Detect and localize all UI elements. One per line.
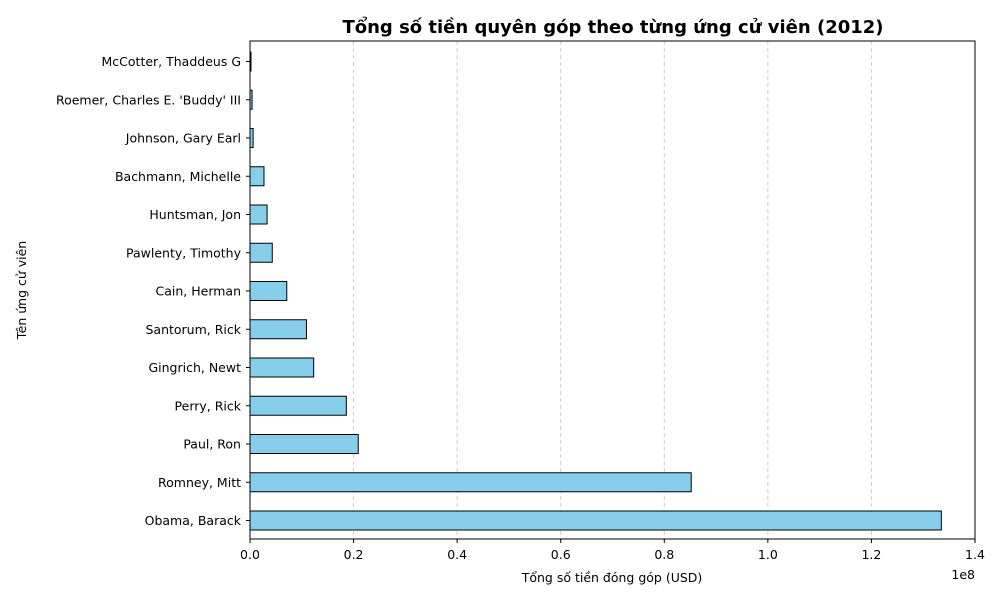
- bars-layer: [249, 51, 942, 531]
- bar: [249, 281, 288, 301]
- y-tick-label: Bachmann, Michelle: [115, 169, 241, 184]
- y-tick-label: Perry, Rick: [175, 398, 242, 413]
- bar: [249, 395, 347, 416]
- y-tick-label: Obama, Barack: [145, 513, 242, 528]
- y-tick-label: Johnson, Gary Earl: [125, 131, 241, 146]
- bar: [249, 204, 268, 225]
- chart-title: Tổng số tiền quyên góp theo từng ứng cử …: [342, 16, 883, 38]
- y-axis: Obama, Barack Romney, Mitt Paul, Ron Perry,…: [56, 54, 250, 528]
- x-tick-label: 0.6: [551, 547, 571, 562]
- y-tick-label: Cain, Herman: [156, 284, 242, 299]
- y-tick-label: Huntsman, Jon: [149, 207, 241, 222]
- y-tick-label: McCotter, Thaddeus G: [102, 54, 241, 69]
- x-axis-scale-label: 1e8: [951, 567, 975, 582]
- x-tick-label: 0.4: [447, 547, 467, 562]
- bar: [249, 510, 942, 531]
- y-tick-label: Santorum, Rick: [145, 322, 241, 337]
- y-axis-label: Tên ứng cử viên: [14, 241, 29, 340]
- bar: [249, 242, 273, 263]
- x-axis-label: Tổng số tiền đóng góp (USD): [521, 570, 703, 585]
- y-tick-label: Paul, Ron: [183, 437, 241, 452]
- x-tick-label: 1.2: [861, 547, 881, 562]
- bar: [249, 472, 692, 493]
- plot-frame: [249, 40, 976, 540]
- grid-layer: [353, 41, 872, 539]
- y-tick-label: Roemer, Charles E. 'Buddy' III: [56, 92, 241, 107]
- x-tick-label: 0.0: [240, 547, 260, 562]
- bar: [249, 357, 315, 378]
- x-tick-label: 1.4: [965, 547, 985, 562]
- y-tick-label: Gingrich, Newt: [148, 360, 241, 375]
- y-tick-label: Pawlenty, Timothy: [126, 245, 242, 260]
- bar: [249, 434, 359, 454]
- x-axis: 0.0 0.2 0.4 0.6 0.8 1.0 1.2 1.4: [240, 539, 985, 562]
- y-tick-label: Romney, Mitt: [158, 475, 241, 490]
- bar: [249, 319, 307, 340]
- x-tick-label: 0.2: [344, 547, 364, 562]
- bar: [249, 166, 265, 187]
- x-tick-label: 1.0: [758, 547, 778, 562]
- x-tick-label: 0.8: [654, 547, 674, 562]
